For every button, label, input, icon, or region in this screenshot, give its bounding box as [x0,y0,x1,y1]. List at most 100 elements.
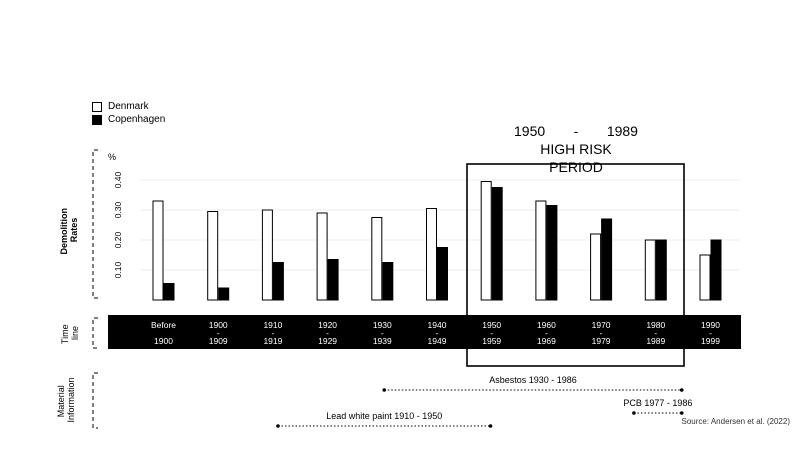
bar-copenhagen-0 [163,283,175,301]
timeline-dash: - [326,328,329,338]
timeline-bottom-label: 1959 [482,336,501,346]
legend-swatch-denmark [92,101,102,112]
bar-denmark-10 [699,254,711,301]
legend: Denmark Copenhagen [92,100,165,126]
bar-copenhagen-2 [272,262,284,301]
timeline-dash: - [545,328,548,338]
y-axis-bracket [92,149,98,299]
timeline-top-label: 1970 [592,320,611,330]
material-range-end [488,424,493,428]
material-bracket [92,372,98,429]
bar-copenhagen-7 [546,205,558,301]
bar-copenhagen-3 [327,259,339,301]
material-ranges: Asbestos 1930 - 1986 PCB 1977 - 1986 Lead … [276,375,692,428]
legend-item-denmark: Denmark [92,100,165,113]
bar-denmark-9 [644,239,656,301]
material-range-start [276,424,280,428]
timeline-dash: - [436,328,439,338]
material-range-start [632,411,636,415]
bar-denmark-8 [590,233,602,301]
y-axis: % Demolition Rates 0.10 0.20 0.30 0.40 [59,149,123,299]
timeline-bottom-label: 1999 [701,336,720,346]
timeline-bottom-label: 1989 [646,336,665,346]
bar-denmark-1 [207,211,219,301]
timeline-label-line-1: Time [60,324,70,344]
y-unit-label: % [108,152,116,162]
timeline-top-label: Before [151,320,176,330]
timeline-dash: - [217,328,220,338]
bar-copenhagen-8 [601,218,613,301]
bar-copenhagen-6 [491,187,503,301]
y-axis-label-line-2: Rates [69,218,79,243]
timeline-dash: - [709,328,712,338]
bar-denmark-5 [426,208,437,301]
legend-label-denmark: Denmark [108,101,149,112]
bar-copenhagen-5 [437,247,448,301]
y-axis-label-line-1: Demolition [59,208,69,255]
source-note: Source: Andersen et al. (2022) [681,417,790,426]
bar-denmark-7 [535,200,547,301]
high-risk-dash: - [573,123,579,139]
timeline-bottom-label: 1919 [263,336,282,346]
timeline-dash: - [271,328,274,338]
timeline-label: Time line [60,322,80,344]
y-tick-label: 0.30 [113,201,123,218]
timeline-top-label: 1900 [209,320,228,330]
material-range-label: Asbestos 1930 - 1986 [489,375,577,385]
timeline-bottom-label: 1900 [154,336,173,346]
bar-denmark-4 [371,217,383,301]
bar-copenhagen-9 [655,239,667,301]
timeline-top-label: 1990 [701,320,720,330]
timeline-dash: - [381,328,384,338]
bar-denmark-2 [261,209,273,301]
material-label: Material Information [56,377,76,422]
timeline-dash: - [654,328,657,338]
timeline-dash: - [490,328,493,338]
material-range-end [679,411,684,415]
material-range-label: Lead white paint 1910 - 1950 [326,411,442,421]
timeline-bracket [92,317,98,349]
timeline-top-label: 1940 [428,320,447,330]
timeline-labels: Before19001900-19091910-19191920-1929193… [151,320,720,346]
timeline-bottom-label: 1949 [428,336,447,346]
timeline-bottom-label: 1939 [373,336,392,346]
legend-swatch-copenhagen [92,114,102,125]
high-risk-years: 1950 - 1989 [514,122,638,140]
timeline-top-label: 1910 [263,320,282,330]
timeline-label-line-2: line [70,326,80,340]
timeline-bottom-label: 1929 [318,336,337,346]
material-range-end [679,388,684,392]
high-risk-start: 1950 [514,123,546,139]
bar-copenhagen-10 [710,239,722,301]
high-risk-label: HIGH RISK PERIOD [540,141,612,175]
bars [152,181,722,301]
timeline-top-label: 1950 [482,320,501,330]
timeline-dash: - [600,328,603,338]
timeline-bottom-label: 1909 [209,336,228,346]
high-risk-end: 1989 [606,123,638,139]
timeline-band [108,315,741,349]
material-label-line-1: Material [56,385,66,417]
y-axis-label: Demolition Rates [59,205,79,254]
timeline-top-label: 1980 [646,320,665,330]
y-tick-label: 0.10 [113,261,123,278]
legend-item-copenhagen: Copenhagen [92,113,165,126]
timeline-bottom-label: 1979 [592,336,611,346]
material-range-start [382,388,387,392]
high-risk-title: 1950 - 1989 HIGH RISK PERIOD [514,122,638,176]
bar-copenhagen-1 [218,287,230,301]
y-tick-label: 0.20 [113,231,123,248]
timeline-top-label: 1920 [318,320,337,330]
material-label-line-2: Information [66,377,76,422]
bar-copenhagen-4 [382,262,394,301]
timeline-top-label: 1930 [373,320,392,330]
material-range-label: PCB 1977 - 1986 [623,398,692,408]
timeline-top-label: 1960 [537,320,556,330]
bar-denmark-3 [316,212,328,301]
legend-label-copenhagen: Copenhagen [108,114,166,125]
timeline-bottom-label: 1969 [537,336,556,346]
high-risk-period-box [466,163,685,367]
bar-denmark-0 [152,200,164,301]
bar-denmark-6 [480,181,492,301]
